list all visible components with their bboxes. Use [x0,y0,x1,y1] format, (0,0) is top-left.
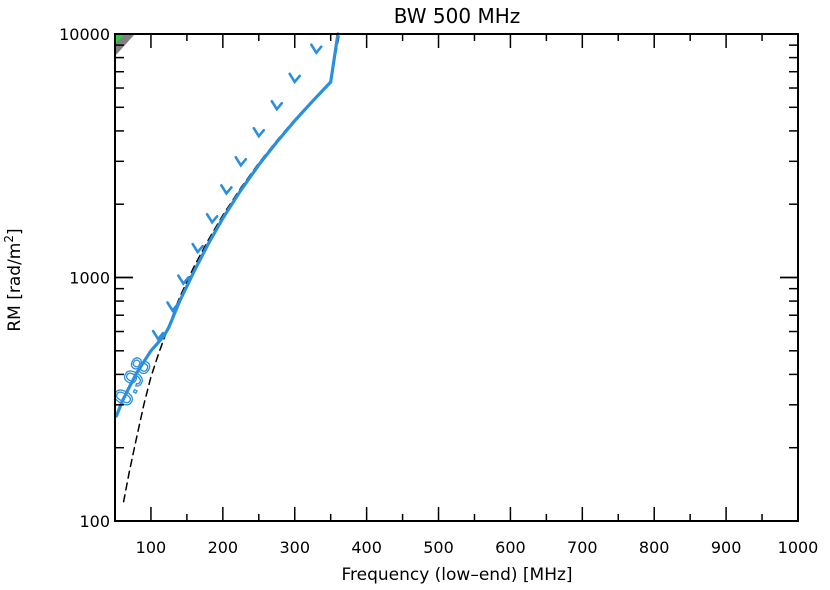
error-mark [270,99,284,112]
y-axis-label-sup: 2 [2,235,16,243]
solid-series-line [114,32,340,418]
ticks-layer [115,33,799,522]
corner-gray-patch [115,34,135,56]
error-mark [177,274,190,286]
x-tick-label: 1000 [778,538,819,557]
x-tick-label: 800 [639,538,670,557]
error-mark [310,43,323,55]
x-tick-label: 300 [279,538,310,557]
error-mark [220,184,233,196]
error-mark [288,72,301,85]
y-axis-label: RM [rad/m2] [2,228,25,331]
dashed-series-line [122,33,341,503]
x-tick-labels: 100 200 300 400 500 600 700 800 900 1000 [136,538,819,557]
error-mark [191,242,204,255]
x-tick-label: 400 [351,538,382,557]
chart-title: BW 500 MHz [394,4,520,28]
x-tick-label: 700 [567,538,598,557]
y-axis-label-main: RM [rad/m [5,243,25,332]
x-tick-label: 600 [495,538,526,557]
error-marks-layer [151,43,323,342]
error-mark [166,301,179,313]
y-axis-label-end: ] [5,228,25,235]
x-tick-label: 900 [711,538,742,557]
y-tick-label: 100 [79,512,110,531]
series-layer [114,32,341,503]
y-tick-labels: 100 1000 10000 [59,25,110,531]
error-mark [234,156,248,168]
error-mark [151,329,165,342]
y-tick-label: 10000 [59,25,110,44]
plot-frame [114,33,799,522]
corner-shaded-region [115,34,135,56]
x-tick-label: 500 [423,538,454,557]
x-axis-label: Frequency (low–end) [MHz] [341,565,572,585]
x-tick-label: 100 [136,538,167,557]
error-mark [252,126,266,139]
corner-green-patch [115,34,125,44]
x-tick-label: 200 [208,538,239,557]
y-tick-label: 1000 [69,269,110,288]
error-mark [205,213,219,225]
